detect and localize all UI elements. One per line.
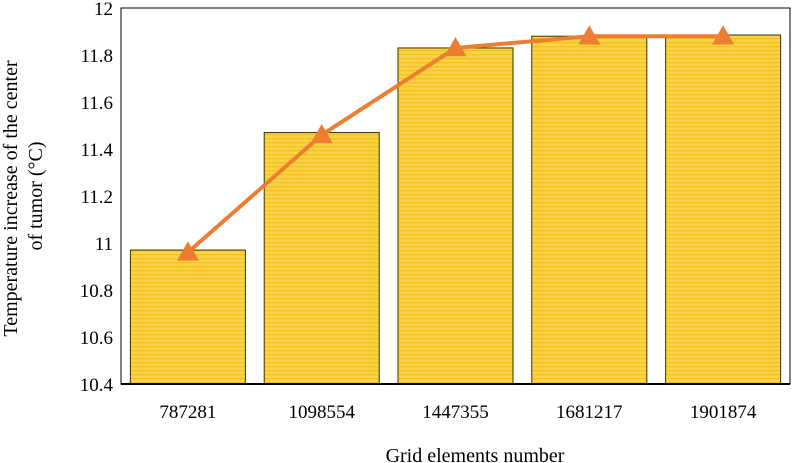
x-axis-title: Grid elements number [386, 445, 565, 463]
y-tick-label: 11.6 [80, 93, 113, 114]
x-tick-label: 1901874 [690, 402, 757, 423]
bar-1901874 [665, 34, 782, 385]
x-tick-label: 1447355 [422, 402, 489, 423]
y-tick-label: 11 [95, 234, 113, 255]
y-tick-label: 10.8 [80, 281, 113, 302]
line-marker-1098554 [310, 123, 333, 144]
y-tick-label: 11.2 [80, 187, 113, 208]
bar-group [129, 34, 782, 385]
bar-1447355 [397, 47, 514, 385]
bar-1681217 [531, 35, 648, 385]
y-axis-title-line-1: Temperature increase of the center [0, 60, 22, 337]
x-tick-label: 1681217 [556, 402, 623, 423]
y-tick-label: 10.6 [80, 328, 113, 349]
x-tick-label: 787281 [159, 402, 216, 423]
y-tick-label: 11.4 [80, 140, 113, 161]
line-series [176, 25, 735, 261]
line-marker-1447355 [444, 36, 467, 57]
x-axis-ticks: 787281 1098554 1447355 1681217 1901874 [159, 402, 756, 423]
y-axis-title: Temperature increase of the center of tu… [0, 55, 47, 336]
bar-787281 [129, 249, 246, 385]
y-tick-label: 10.4 [80, 375, 114, 396]
y-axis-title-line-2: of tumor (°C) [25, 141, 47, 250]
y-tick-label: 11.8 [80, 46, 113, 67]
line-marker-1901874 [712, 25, 735, 45]
x-tick-label: 1098554 [288, 402, 355, 423]
line-marker-1681217 [578, 25, 601, 45]
y-axis-ticks: 10.4 10.6 10.8 11 11.2 11.4 11.6 11.8 12 [80, 0, 114, 396]
y-tick-label: 12 [94, 0, 113, 20]
line-marker-787281 [176, 241, 199, 261]
